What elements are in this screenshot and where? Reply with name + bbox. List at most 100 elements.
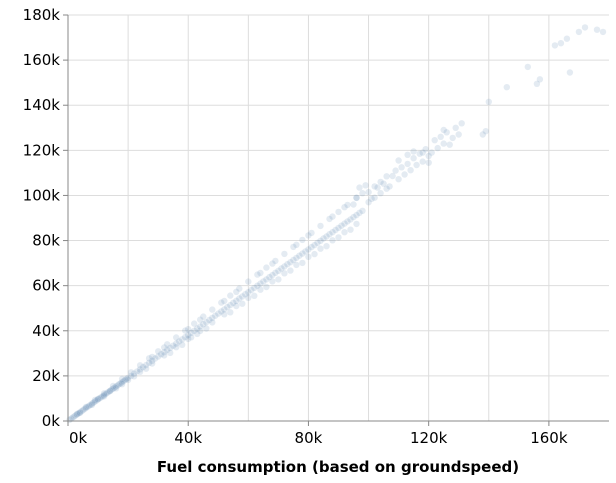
y-tick-label: 20k xyxy=(32,367,60,385)
scatter-point xyxy=(524,63,531,71)
scatter-point xyxy=(257,280,264,287)
scatter-point xyxy=(557,40,565,47)
scatter-point xyxy=(173,344,180,351)
scatter-point xyxy=(115,381,123,388)
scatter-point xyxy=(317,245,324,252)
scatter-point xyxy=(257,286,264,293)
scatter-point xyxy=(299,259,306,267)
scatter-point xyxy=(164,341,171,348)
scatter-point xyxy=(353,194,360,201)
scatter-point xyxy=(305,246,312,253)
y-tick-label: 40k xyxy=(32,322,60,340)
scatter-point xyxy=(341,220,348,227)
scatter-point xyxy=(368,195,375,202)
scatter-point xyxy=(118,379,126,386)
scatter-point xyxy=(593,26,601,33)
scatter-point xyxy=(263,276,270,283)
scatter-point xyxy=(290,256,297,264)
scatter-points xyxy=(66,24,607,424)
scatter-point xyxy=(100,390,108,397)
scatter-point xyxy=(350,201,357,208)
scatter-point xyxy=(185,335,192,343)
scatter-point xyxy=(105,388,112,396)
scatter-point xyxy=(398,164,405,171)
scatter-point xyxy=(575,28,583,36)
scatter-point xyxy=(73,411,81,418)
scatter-point xyxy=(533,80,541,88)
scatter-point xyxy=(404,151,411,158)
scatter-point xyxy=(482,128,489,135)
scatter-point xyxy=(130,373,138,380)
scatter-point xyxy=(70,413,78,420)
scatter-point xyxy=(302,248,309,255)
scatter-point xyxy=(422,146,429,153)
scatter-point xyxy=(133,368,141,375)
scatter-point xyxy=(326,231,333,238)
scatter-point xyxy=(167,344,174,352)
x-tick-label: 80k xyxy=(295,429,323,447)
scatter-point xyxy=(365,188,372,196)
scatter-point xyxy=(287,267,294,274)
scatter-point xyxy=(281,263,288,270)
scatter-point xyxy=(218,299,225,306)
scatter-point xyxy=(127,369,135,376)
scatter-point xyxy=(176,338,183,345)
scatter-point xyxy=(72,412,79,419)
scatter-point xyxy=(139,363,147,371)
scatter-point xyxy=(221,306,228,313)
scatter-point xyxy=(182,333,189,341)
scatter-point xyxy=(350,213,357,221)
scatter-point xyxy=(108,386,115,393)
x-tick-label: 120k xyxy=(410,429,448,447)
scatter-point xyxy=(76,409,84,417)
scatter-point xyxy=(407,167,414,174)
scatter-point xyxy=(185,331,192,339)
scatter-point xyxy=(419,158,426,165)
y-tick-label: 80k xyxy=(32,232,60,250)
scatter-point xyxy=(109,385,117,392)
scatter-point xyxy=(287,259,294,266)
scatter-point xyxy=(293,254,300,262)
scatter-point xyxy=(109,382,117,390)
scatter-point xyxy=(416,150,423,157)
scatter-point xyxy=(82,403,90,411)
scatter-point xyxy=(91,398,99,405)
scatter-point xyxy=(317,222,324,230)
scatter-point xyxy=(284,261,291,268)
scatter-point xyxy=(404,160,411,168)
scatter-point xyxy=(245,294,252,301)
y-tick-label: 180k xyxy=(23,6,61,24)
scatter-point xyxy=(91,396,99,404)
scatter-point xyxy=(314,239,321,246)
x-axis-title: Fuel consumption (based on groundspeed) xyxy=(157,458,519,476)
scatter-point xyxy=(269,271,276,279)
scatter-point xyxy=(84,403,91,411)
scatter-point xyxy=(446,141,453,148)
scatter-point xyxy=(263,283,270,291)
y-tick-label: 0k xyxy=(42,412,61,430)
scatter-point xyxy=(123,375,130,382)
scatter-point xyxy=(293,241,300,248)
scatter-point xyxy=(449,134,456,142)
scatter-point xyxy=(386,183,393,190)
scatter-point xyxy=(230,299,237,306)
scatter-point xyxy=(145,359,153,366)
scatter-point xyxy=(212,312,219,319)
scatter-point xyxy=(142,365,150,372)
scatter-point xyxy=(239,293,246,300)
scatter-point xyxy=(437,133,444,140)
scatter-point xyxy=(443,129,450,136)
scatter-point xyxy=(440,140,447,147)
scatter-point xyxy=(76,409,84,416)
scatter-point xyxy=(161,349,168,356)
scatter-point xyxy=(347,216,354,223)
scatter-point xyxy=(272,257,279,265)
scatter-point xyxy=(209,306,216,313)
scatter-point xyxy=(278,265,285,272)
scatter-point xyxy=(290,243,297,251)
scatter-point xyxy=(152,355,159,362)
scatter-point xyxy=(401,171,408,178)
scatter-point xyxy=(227,292,234,299)
scatter-point xyxy=(380,180,387,187)
scatter-point xyxy=(188,334,195,341)
